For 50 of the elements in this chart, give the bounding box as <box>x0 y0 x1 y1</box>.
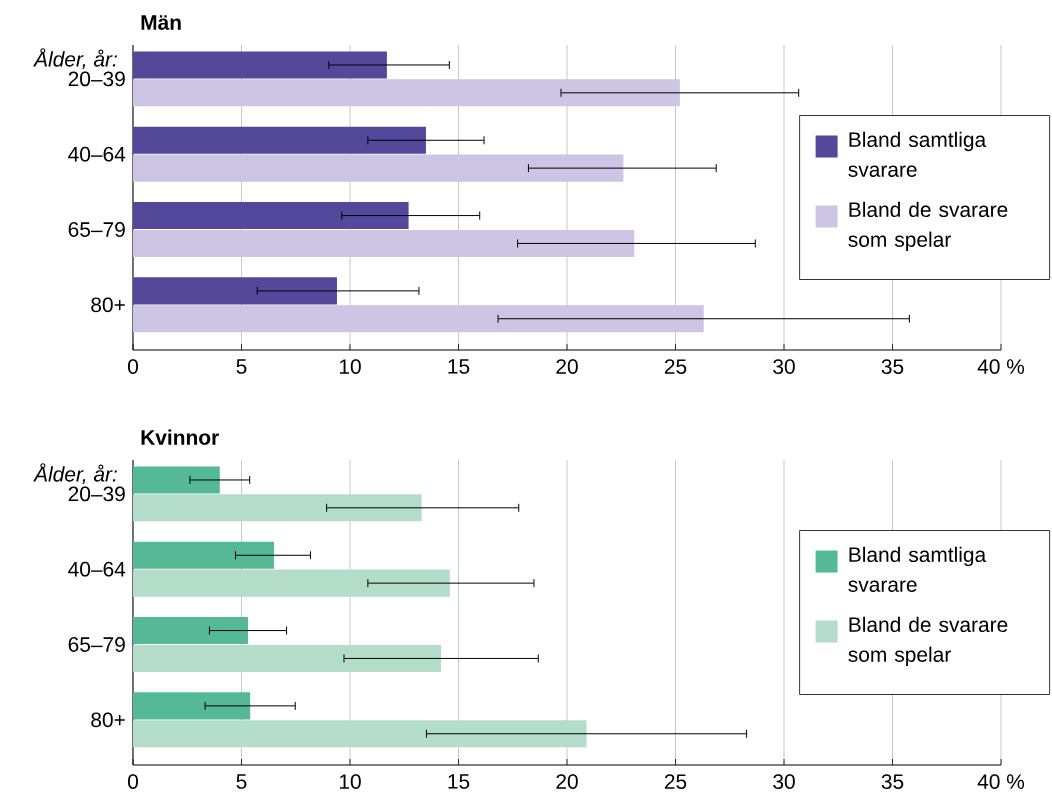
x-tick-label: 0 <box>127 774 138 789</box>
bar <box>133 126 426 154</box>
x-tick-label: 30 <box>773 359 795 374</box>
x-tick-label: 10 <box>339 359 361 374</box>
y-tick-label: 65–79 <box>68 222 125 237</box>
y-tick-label: 40–64 <box>68 561 126 577</box>
bar <box>133 569 450 597</box>
legend-label: Bland samtliga svarare <box>848 131 987 177</box>
bar <box>133 202 409 230</box>
y-tick-label: 20–39 <box>68 71 125 87</box>
x-tick-label: 35 <box>881 774 904 789</box>
x-tick-label: 35 <box>881 359 904 374</box>
chart-title: Män <box>141 15 181 30</box>
y-axis-title: Ålder, år: <box>33 48 117 70</box>
x-tick-label: 5 <box>236 774 247 789</box>
x-tick-label: 20 <box>556 359 578 374</box>
bar <box>133 466 220 494</box>
bar <box>133 644 442 672</box>
legend-label: Bland de svarare som spelar <box>848 616 1008 667</box>
y-tick-label: 40–64 <box>68 146 126 162</box>
y-tick-label: 80+ <box>91 297 125 313</box>
y-tick-label: 65–79 <box>68 637 125 652</box>
x-tick-label: 15 <box>448 359 470 374</box>
y-axis-title: Ålder, år: <box>33 463 117 485</box>
bar <box>133 494 422 522</box>
bar <box>133 277 337 305</box>
bar <box>133 51 387 79</box>
x-tick-label: 30 <box>773 774 795 789</box>
chart-title: Kvinnor <box>141 429 219 445</box>
bar <box>133 541 275 569</box>
bar <box>133 229 635 257</box>
y-tick-label: 20–39 <box>68 486 125 502</box>
bar <box>133 305 704 333</box>
x-tick-label: 5 <box>236 359 247 374</box>
bar <box>133 79 680 107</box>
legend-label: Bland samtliga svarare <box>848 546 987 592</box>
bar <box>133 617 249 645</box>
x-tick-label: 40 % <box>977 359 1025 374</box>
x-tick-label: 25 <box>664 774 687 789</box>
x-tick-label: 0 <box>127 359 138 374</box>
x-tick-label: 40 % <box>977 774 1025 789</box>
bar <box>133 720 587 748</box>
x-tick-label: 10 <box>339 774 361 789</box>
x-tick-label: 20 <box>556 774 578 789</box>
x-tick-label: 25 <box>664 359 687 374</box>
bar <box>133 692 251 720</box>
legend-label: Bland de svarare som spelar <box>848 201 1008 252</box>
x-tick-label: 15 <box>448 774 470 789</box>
y-tick-label: 80+ <box>91 712 125 728</box>
bar <box>133 154 624 182</box>
